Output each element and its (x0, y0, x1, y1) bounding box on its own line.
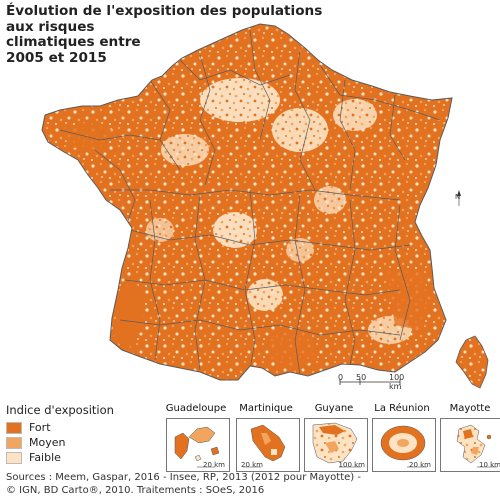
scale-tick-0: 0 (338, 373, 344, 382)
north-label: N (455, 193, 461, 201)
legend-item-moyen: Moyen (6, 435, 156, 450)
inset-la-reunion-label: La Réunion (374, 403, 430, 414)
inset-mayotte: Mayotte 10 km (439, 403, 500, 472)
inset-la-reunion-scale: 20 km (408, 461, 431, 469)
inset-guadeloupe-scale: 20 km (202, 461, 225, 469)
inset-la-reunion: La Réunion 20 km (371, 403, 436, 472)
legend-item-fort: Fort (6, 420, 156, 435)
legend-swatch-moyen (6, 436, 22, 449)
inset-mayotte-label: Mayotte (449, 403, 491, 414)
inset-guadeloupe-label: Guadeloupe (165, 403, 227, 414)
inset-martinique-scale: 20 km (241, 461, 264, 469)
inset-guadeloupe: Guadeloupe 20 km (165, 403, 230, 472)
scale-tick-50: 50 (356, 373, 367, 382)
mayotte-shape (456, 424, 497, 468)
inset-guyane-scale: 100 km (338, 461, 365, 469)
inset-mayotte-scale: 10 km (478, 461, 500, 469)
inset-martinique-label: Martinique (239, 403, 293, 414)
title-line-3: 2005 et 2015 (6, 49, 107, 66)
legend-swatch-fort (6, 421, 22, 434)
north-arrow-icon (457, 190, 461, 206)
overseas-insets: Guadeloupe 20 km Martinique 20 km Guy (165, 403, 500, 475)
inset-guyane-label: Guyane (314, 403, 354, 414)
legend-title: Indice d'exposition (6, 403, 114, 417)
legend-label-moyen: Moyen (29, 436, 66, 449)
sources-line-2: © IGN, BD Carto®, 2010. Traitements : SO… (6, 484, 265, 496)
legend: Indice d'exposition Fort Moyen Faible (6, 403, 156, 465)
legend-item-faible: Faible (6, 450, 156, 465)
guyane-shape (312, 422, 361, 468)
scale-bar (339, 379, 401, 385)
sources-line-1: Sources : Meem, Gaspar, 2016 - Insee, RP… (6, 472, 361, 483)
inset-martinique-box: 20 km (236, 418, 300, 472)
title-line-2: climatiques entre (6, 34, 141, 50)
inset-la-reunion-box: 20 km (372, 418, 436, 472)
inset-guadeloupe-box: 20 km (166, 418, 230, 472)
department-borders (59, 29, 441, 376)
martinique-shape (243, 424, 286, 468)
inset-guyane-box: 100 km (304, 418, 368, 472)
legend-label-fort: Fort (29, 421, 51, 434)
inset-martinique: Martinique 20 km (235, 403, 300, 472)
title-line-1: Évolution de l'exposition des population… (6, 3, 323, 35)
sources: Sources : Meem, Gaspar, 2016 - Insee, RP… (6, 472, 496, 497)
map-title: Évolution de l'exposition des population… (6, 3, 326, 66)
scale-tick-100: 100 km (389, 373, 405, 391)
inset-mayotte-box: 10 km (440, 418, 500, 472)
guadeloupe-shape (174, 426, 220, 468)
la-reunion-shape (380, 425, 427, 468)
legend-label-faible: Faible (29, 451, 61, 464)
legend-swatch-faible (6, 451, 22, 464)
inset-guyane: Guyane 100 km (303, 403, 368, 472)
corsica (455, 335, 489, 389)
